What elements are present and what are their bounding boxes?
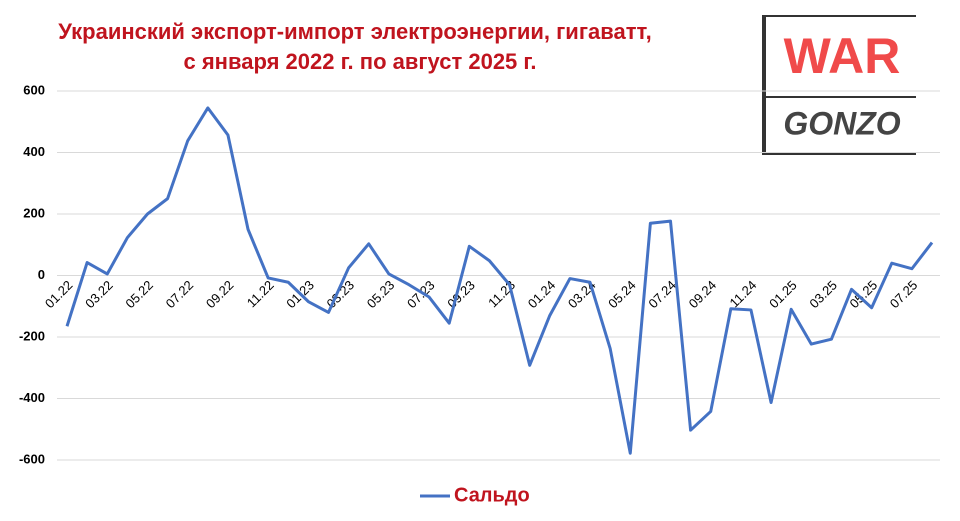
logo-bottom: GONZO <box>783 105 900 141</box>
logo: WAR GONZO <box>762 15 916 155</box>
y-tick-label: 400 <box>23 144 45 159</box>
y-tick-label: -600 <box>19 451 45 466</box>
logo-top: WAR <box>784 28 901 84</box>
y-tick-label: 200 <box>23 205 45 220</box>
y-tick-label: -200 <box>19 328 45 343</box>
chart-title: Украинский экспорт-импорт электроэнергии… <box>58 19 651 44</box>
y-tick-label: -400 <box>19 390 45 405</box>
chart-title: с января 2022 г. по август 2025 г. <box>184 49 537 74</box>
y-tick-label: 0 <box>38 267 45 282</box>
legend-label: Сальдо <box>454 484 530 506</box>
y-tick-label: 600 <box>23 82 45 97</box>
series-line <box>65 106 934 455</box>
